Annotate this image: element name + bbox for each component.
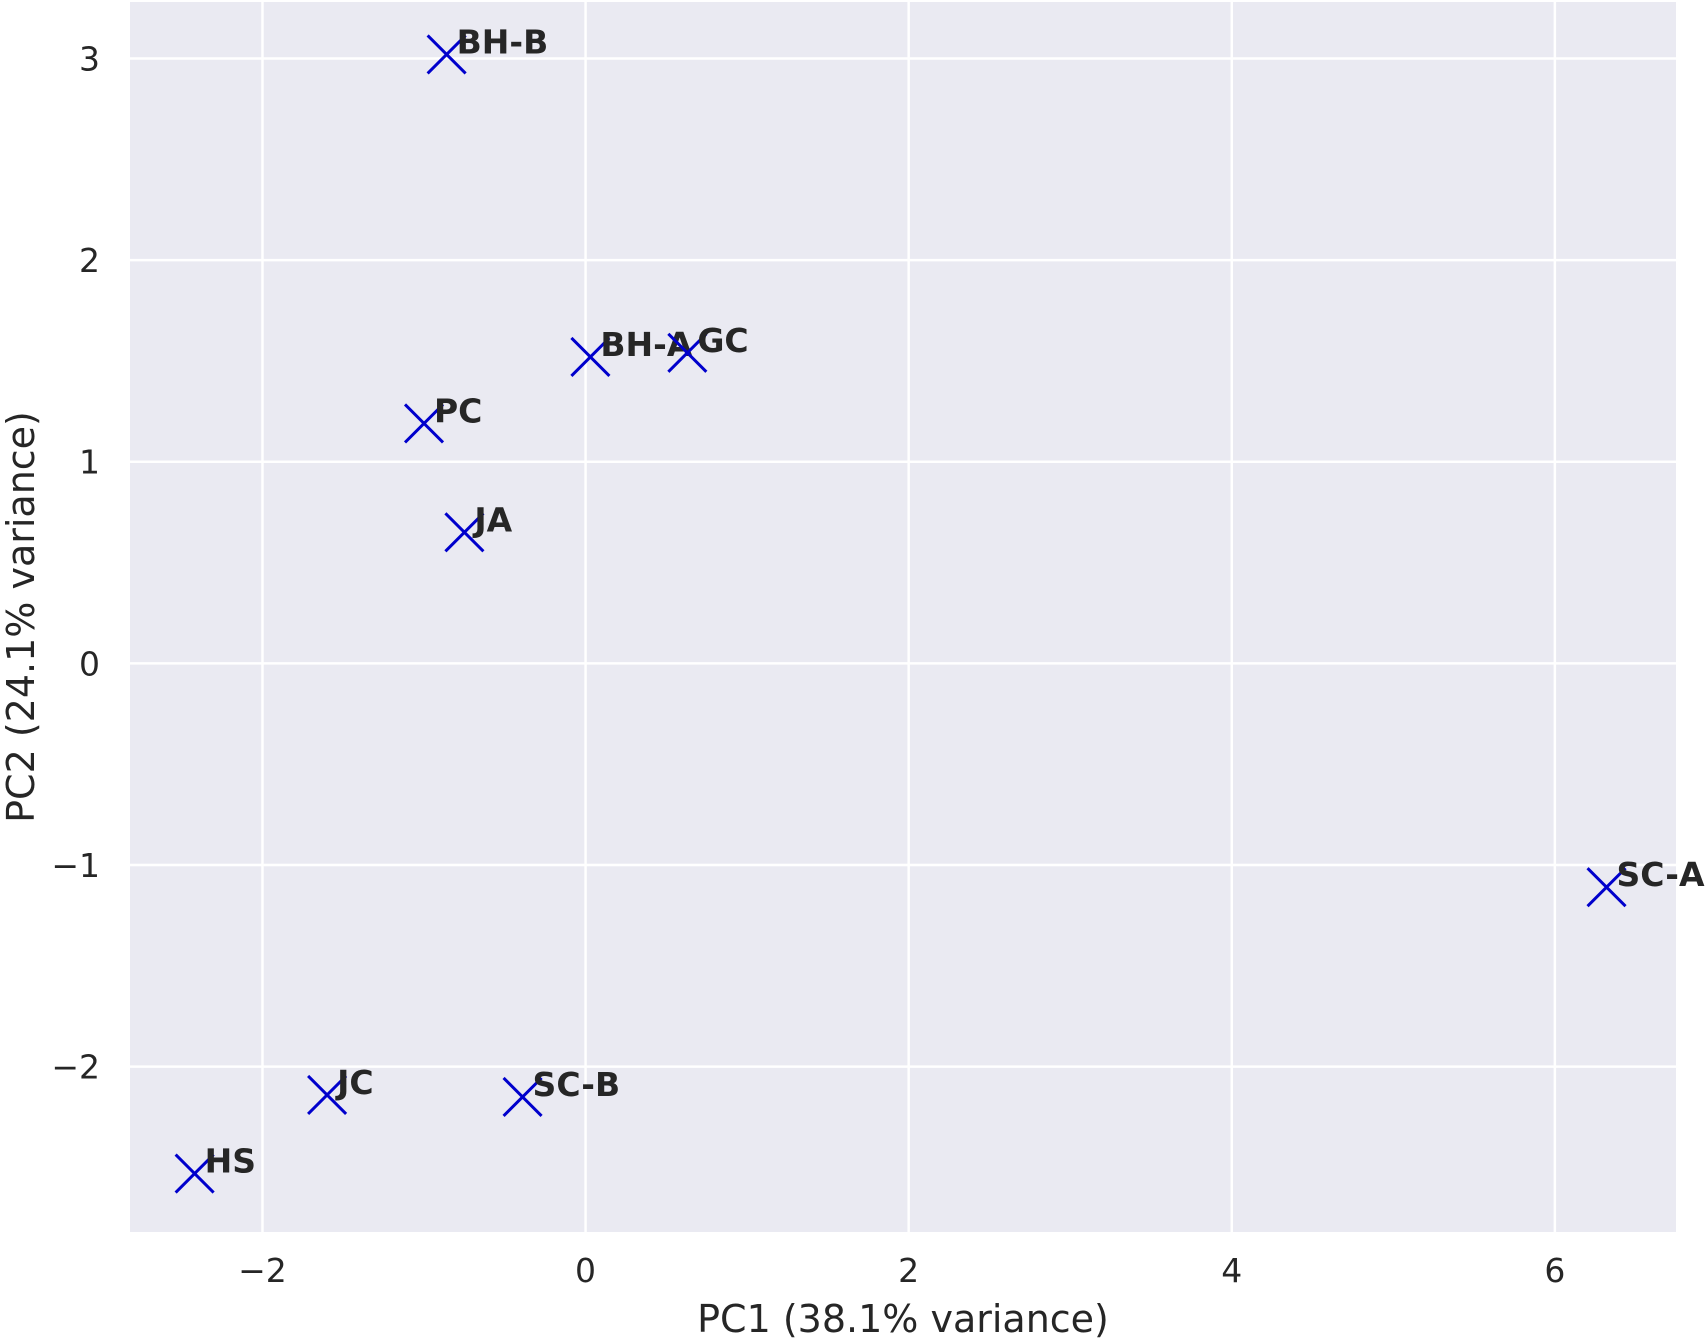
data-point: JC bbox=[307, 1063, 374, 1115]
point-label: BH-B bbox=[457, 22, 549, 61]
x-tick-labels: −2 0 2 4 6 bbox=[238, 1251, 1565, 1290]
x-marker-stroke bbox=[174, 1153, 215, 1194]
x-tick-label: 2 bbox=[898, 1251, 919, 1290]
data-point: BH-B bbox=[426, 22, 549, 75]
x-marker-stroke bbox=[502, 1076, 543, 1117]
point-label: JA bbox=[472, 500, 512, 539]
data-point: SC-B bbox=[502, 1065, 621, 1117]
point-label: SC-B bbox=[533, 1065, 621, 1104]
x-tick-label: 4 bbox=[1221, 1251, 1242, 1290]
y-tick-label: −1 bbox=[51, 846, 100, 885]
point-label: JC bbox=[335, 1063, 374, 1102]
x-marker-stroke bbox=[444, 512, 485, 553]
x-marker-stroke bbox=[307, 1074, 348, 1115]
x-marker-stroke bbox=[1586, 867, 1627, 908]
y-gridlines bbox=[130, 57, 1676, 1068]
plot-area bbox=[130, 2, 1676, 1232]
x-marker-stroke bbox=[403, 403, 445, 444]
x-marker-stroke bbox=[570, 336, 611, 377]
y-tick-labels: −2 −1 0 1 2 3 bbox=[51, 39, 100, 1086]
point-label: HS bbox=[205, 1142, 256, 1181]
point-label: GC bbox=[697, 321, 748, 360]
y-tick-label: 1 bbox=[79, 443, 100, 482]
x-tick-label: 6 bbox=[1544, 1251, 1565, 1290]
point-label: PC bbox=[434, 391, 482, 430]
data-point: HS bbox=[174, 1142, 256, 1194]
x-axis-label: PC1 (38.1% variance) bbox=[697, 1297, 1109, 1339]
y-tick-label: 0 bbox=[79, 644, 100, 683]
data-point: PC bbox=[403, 391, 482, 444]
point-label: SC-A bbox=[1617, 855, 1705, 894]
y-tick-label: 2 bbox=[79, 241, 100, 280]
data-point: JA bbox=[444, 500, 513, 553]
x-gridlines bbox=[261, 2, 1557, 1232]
y-tick-label: 3 bbox=[79, 39, 100, 78]
x-tick-label: 0 bbox=[575, 1251, 596, 1290]
y-axis-label: PC2 (24.1% variance) bbox=[0, 411, 43, 823]
data-point: GC bbox=[667, 321, 749, 373]
y-tick-label: −2 bbox=[51, 1048, 100, 1087]
data-point: SC-A bbox=[1586, 855, 1705, 908]
x-marker-stroke bbox=[426, 34, 467, 75]
x-marker-stroke bbox=[667, 332, 708, 373]
x-tick-label: −2 bbox=[238, 1251, 287, 1290]
